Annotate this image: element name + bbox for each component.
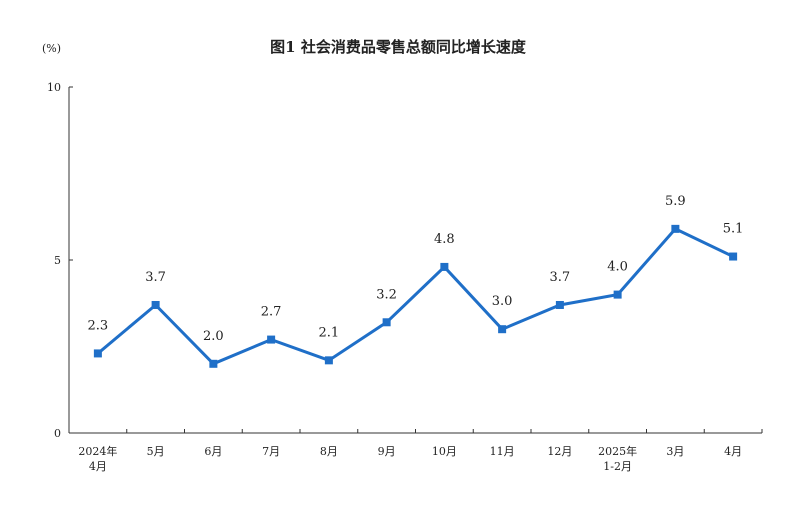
data-point bbox=[382, 318, 391, 327]
data-label: 2.0 bbox=[203, 329, 224, 344]
data-point bbox=[613, 290, 622, 299]
x-tick-label: 5月 bbox=[147, 445, 165, 458]
data-point bbox=[555, 300, 564, 309]
x-tick-label: 7月 bbox=[262, 445, 280, 458]
chart-title: 图1 社会消费品零售总额同比增长速度 bbox=[270, 38, 527, 56]
data-labels: 2.3 3.7 2.0 2.7 2.1 3.2 4.8 3.0 3.7 4.0 5.9 5.1 bbox=[88, 194, 744, 344]
x-tick-label: 2024年 4月 bbox=[78, 444, 117, 473]
x-tick-label: 3月 bbox=[666, 445, 684, 458]
data-point bbox=[671, 224, 680, 233]
data-label: 3.2 bbox=[376, 287, 397, 302]
axes: 0 5 10 2024年 4月 5月 6月 7月 8月 9月 10月 11月 12月 2025年 1-2月 3… bbox=[47, 81, 763, 473]
data-label: 2.7 bbox=[261, 305, 282, 320]
x-tick-label: 6月 bbox=[204, 445, 222, 458]
x-tick-label: 11月 bbox=[490, 445, 515, 458]
data-point bbox=[324, 356, 333, 365]
data-point bbox=[267, 335, 276, 344]
data-point bbox=[498, 325, 507, 334]
x-tick-label: 9月 bbox=[378, 445, 396, 458]
data-label: 3.7 bbox=[550, 270, 571, 285]
x-tick-label: 4月 bbox=[724, 445, 742, 458]
data-label: 5.9 bbox=[665, 194, 686, 209]
data-label: 2.3 bbox=[88, 318, 109, 333]
x-tick-label: 8月 bbox=[320, 445, 338, 458]
x-tick-label: 10月 bbox=[432, 445, 457, 458]
data-label: 3.0 bbox=[492, 294, 513, 309]
data-label: 2.1 bbox=[319, 325, 340, 340]
x-tick-label: 12月 bbox=[547, 445, 572, 458]
y-axis-unit: (%) bbox=[42, 42, 61, 55]
x-tick-label: 2025年 1-2月 bbox=[598, 444, 637, 473]
series-polyline bbox=[96, 227, 734, 366]
y-tick-label: 5 bbox=[54, 254, 61, 267]
data-label: 3.7 bbox=[145, 270, 166, 285]
y-tick-label: 0 bbox=[54, 427, 61, 440]
data-point bbox=[729, 252, 738, 261]
data-point bbox=[93, 349, 102, 358]
data-point bbox=[440, 262, 449, 271]
series-line bbox=[93, 224, 738, 368]
data-point bbox=[151, 300, 160, 309]
y-tick-label: 10 bbox=[47, 81, 61, 94]
data-point bbox=[209, 359, 218, 368]
data-label: 4.8 bbox=[434, 232, 455, 247]
data-label: 5.1 bbox=[723, 222, 744, 237]
data-label: 4.0 bbox=[607, 260, 628, 275]
